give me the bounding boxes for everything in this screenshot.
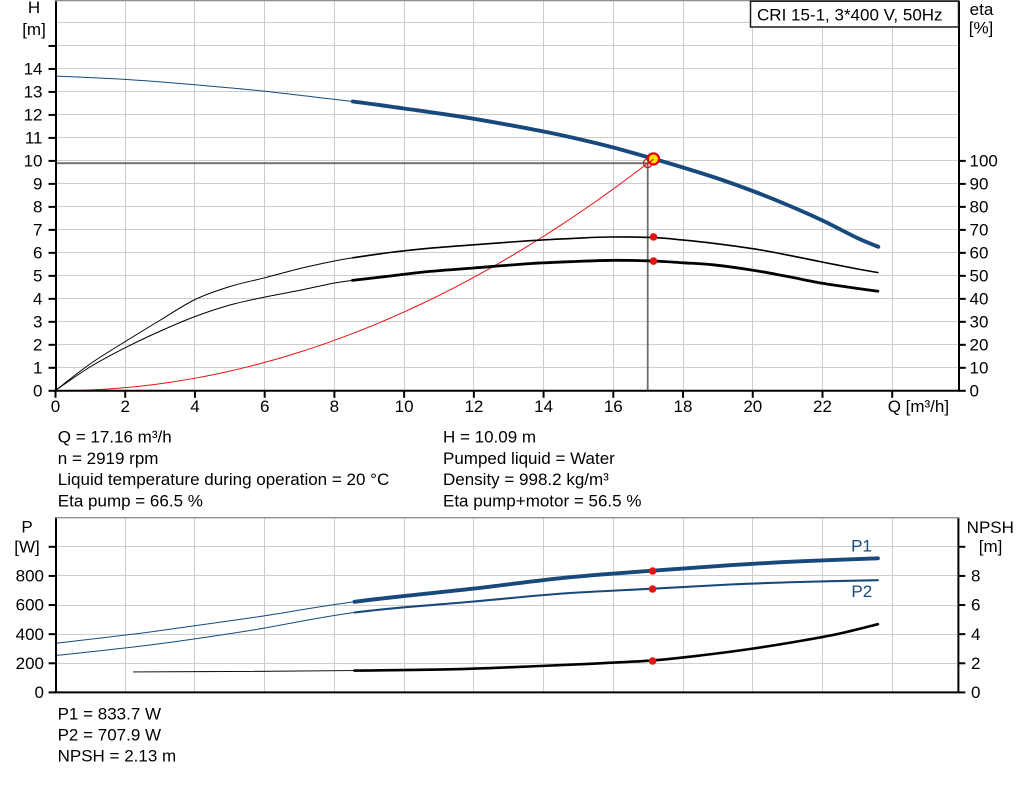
svg-text:20: 20 [970, 336, 989, 355]
svg-text:Eta pump = 66.5 %: Eta pump = 66.5 % [58, 492, 203, 511]
svg-text:7: 7 [33, 221, 42, 240]
svg-text:6: 6 [971, 596, 980, 615]
svg-text:13: 13 [24, 83, 43, 102]
svg-text:10: 10 [395, 397, 414, 416]
svg-text:0: 0 [33, 382, 42, 401]
svg-text:eta: eta [970, 0, 994, 19]
svg-text:P1: P1 [851, 537, 872, 556]
svg-text:P2: P2 [851, 582, 872, 601]
svg-text:0: 0 [971, 683, 980, 702]
svg-text:[m]: [m] [979, 537, 1003, 556]
svg-text:8: 8 [33, 198, 42, 217]
svg-text:11: 11 [25, 129, 43, 148]
svg-text:12: 12 [464, 397, 483, 416]
svg-text:10: 10 [970, 359, 989, 378]
svg-text:CRI 15-1, 3*400 V, 50Hz: CRI 15-1, 3*400 V, 50Hz [757, 5, 943, 24]
svg-text:n = 2919 rpm: n = 2919 rpm [58, 449, 159, 468]
svg-text:Eta pump+motor = 56.5 %: Eta pump+motor = 56.5 % [443, 492, 641, 511]
svg-text:4: 4 [190, 397, 199, 416]
svg-text:4: 4 [33, 290, 42, 309]
svg-text:30: 30 [970, 313, 989, 332]
svg-text:70: 70 [970, 221, 989, 240]
svg-text:0: 0 [51, 397, 60, 416]
svg-text:12: 12 [24, 106, 43, 125]
svg-text:8: 8 [330, 397, 339, 416]
svg-text:1: 1 [33, 359, 42, 378]
svg-text:8: 8 [971, 567, 980, 586]
svg-text:[W]: [W] [14, 538, 40, 557]
svg-text:14: 14 [24, 60, 43, 79]
svg-text:40: 40 [970, 290, 989, 309]
svg-text:100: 100 [970, 152, 998, 171]
svg-text:90: 90 [970, 175, 989, 194]
svg-text:50: 50 [970, 267, 989, 286]
svg-text:Liquid temperature during oper: Liquid temperature during operation = 20… [58, 470, 389, 489]
svg-text:0: 0 [970, 382, 979, 401]
svg-text:P2 = 707.9 W: P2 = 707.9 W [58, 726, 161, 745]
svg-text:2: 2 [33, 336, 42, 355]
svg-text:18: 18 [674, 397, 693, 416]
svg-text:14: 14 [534, 397, 553, 416]
svg-text:Pumped liquid = Water: Pumped liquid = Water [443, 449, 615, 468]
svg-text:NPSH = 2.13 m: NPSH = 2.13 m [58, 747, 177, 766]
svg-text:60: 60 [970, 244, 989, 263]
svg-text:P1 = 833.7 W: P1 = 833.7 W [58, 704, 161, 723]
svg-text:Q = 17.16 m³/h: Q = 17.16 m³/h [58, 428, 172, 447]
svg-text:3: 3 [33, 313, 42, 332]
svg-text:22: 22 [813, 397, 832, 416]
svg-text:4: 4 [971, 625, 980, 644]
svg-text:80: 80 [970, 198, 989, 217]
svg-text:2: 2 [971, 654, 980, 673]
svg-text:NPSH: NPSH [967, 518, 1014, 537]
svg-text:[%]: [%] [969, 19, 994, 38]
svg-text:9: 9 [33, 175, 42, 194]
svg-text:H = 10.09 m: H = 10.09 m [443, 428, 536, 447]
svg-text:16: 16 [604, 397, 623, 416]
svg-text:6: 6 [260, 397, 269, 416]
svg-text:6: 6 [33, 244, 42, 263]
svg-text:0: 0 [35, 683, 44, 702]
svg-text:200: 200 [16, 654, 44, 673]
svg-text:[m]: [m] [22, 20, 46, 39]
svg-text:P: P [21, 517, 32, 536]
svg-text:800: 800 [16, 567, 44, 586]
svg-text:20: 20 [743, 397, 762, 416]
svg-text:10: 10 [24, 152, 43, 171]
svg-text:Density = 998.2 kg/m³: Density = 998.2 kg/m³ [443, 470, 609, 489]
svg-text:Q [m³/h]: Q [m³/h] [888, 397, 949, 416]
svg-text:400: 400 [16, 625, 44, 644]
svg-text:5: 5 [33, 267, 42, 286]
svg-text:600: 600 [16, 596, 44, 615]
svg-text:2: 2 [120, 397, 129, 416]
svg-text:H: H [28, 0, 40, 17]
